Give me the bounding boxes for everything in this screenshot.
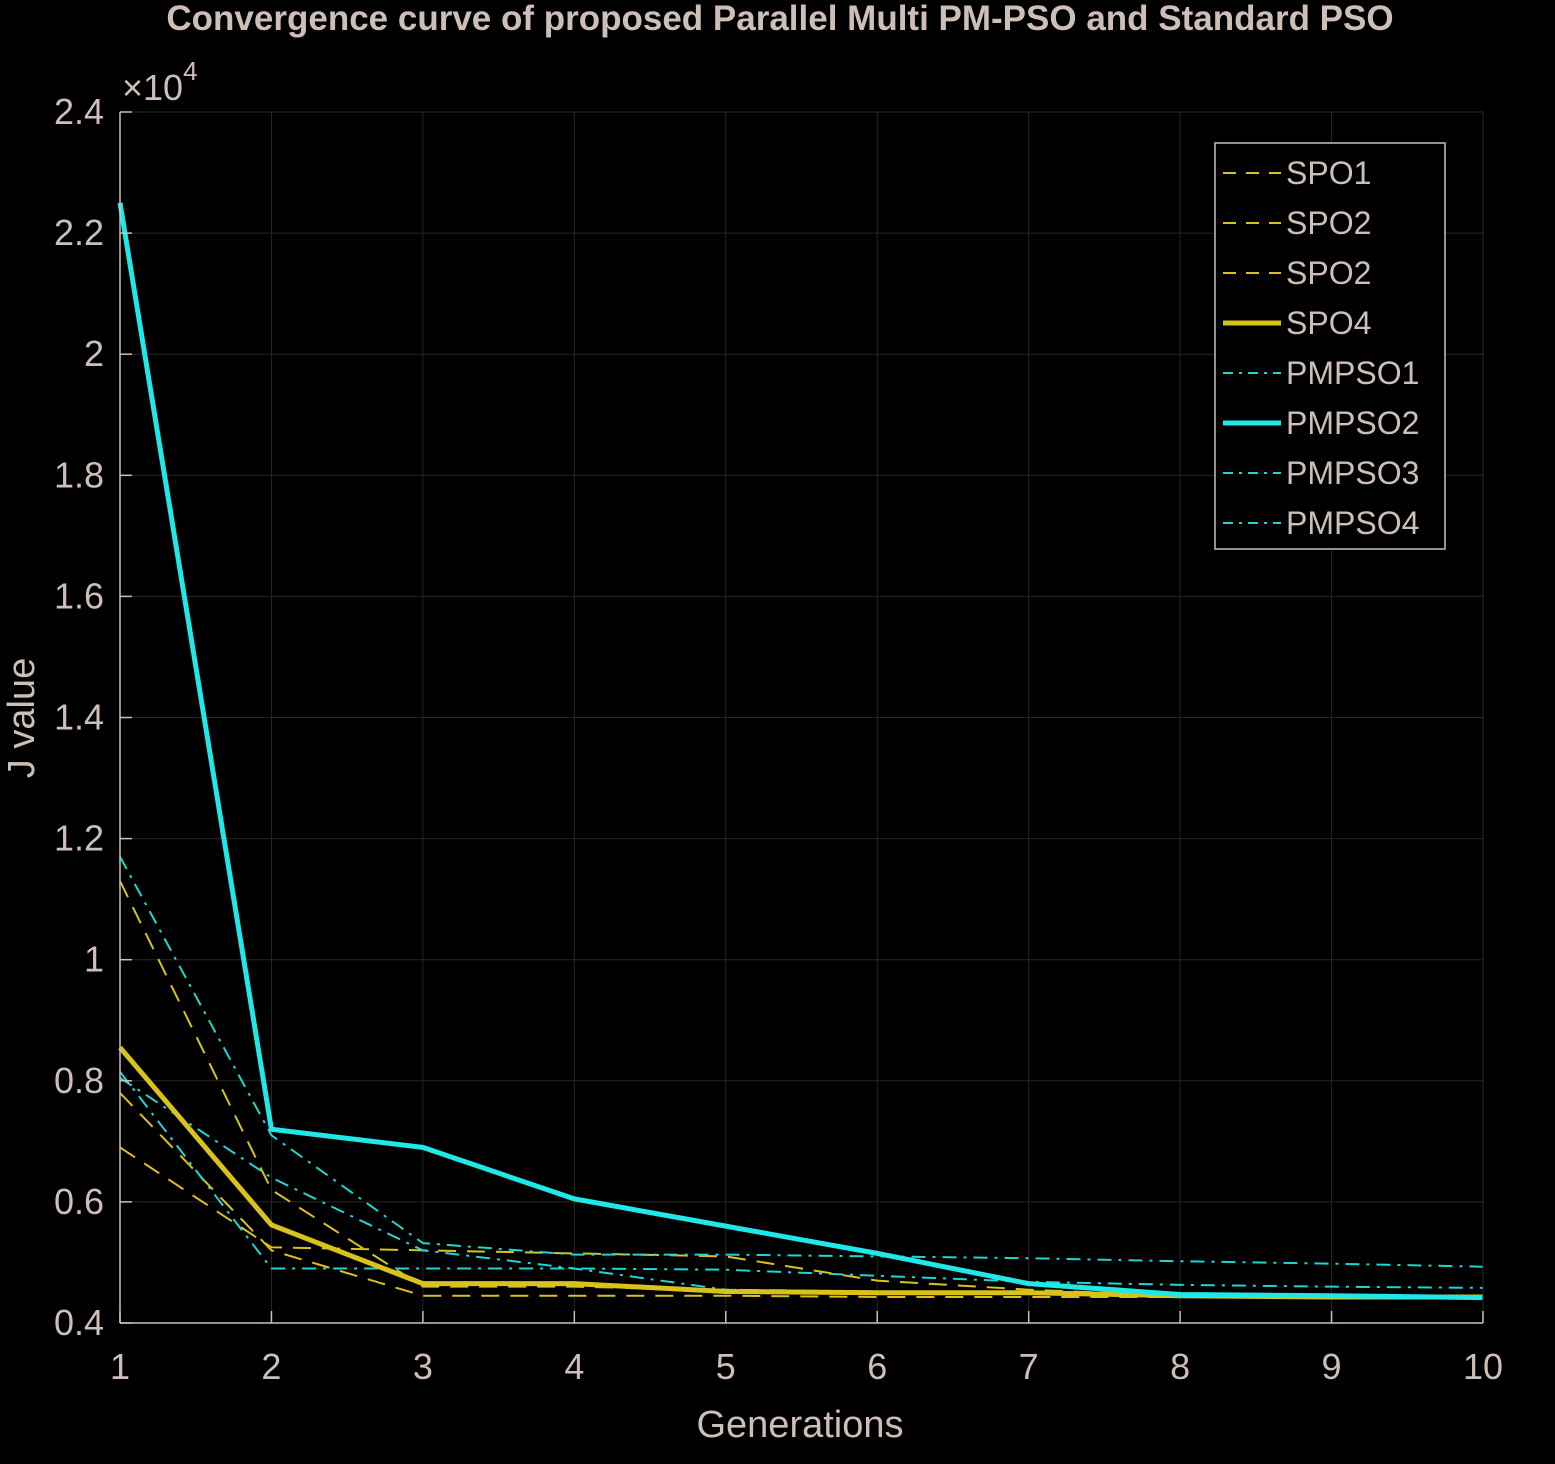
legend-label: SPO1 (1286, 155, 1371, 191)
x-tick-label: 8 (1170, 1346, 1190, 1387)
y-tick-label: 1.6 (54, 575, 104, 616)
y-ticks: 0.4 0.6 0.8 1 1.2 1.4 1.6 1.8 2 2.2 2.4 (54, 91, 132, 1343)
x-axis-label: Generations (696, 1404, 903, 1446)
x-tick-label: 2 (261, 1346, 281, 1387)
x-ticks: 1 2 3 4 5 6 7 8 9 10 (110, 1311, 1503, 1387)
y-tick-label: 1.4 (54, 697, 104, 738)
x-tick-label: 1 (110, 1346, 130, 1387)
y-tick-label: 1.2 (54, 818, 104, 859)
x-tick-label: 5 (716, 1346, 736, 1387)
y-tick-label: 2.4 (54, 91, 104, 132)
legend-label: SPO2 (1286, 205, 1371, 241)
x-tick-label: 10 (1463, 1346, 1503, 1387)
legend-label: PMPSO2 (1286, 405, 1419, 441)
y-tick-label: 2.2 (54, 212, 104, 253)
y-exponent-base: ×10 (122, 67, 183, 108)
y-tick-label: 0.4 (54, 1302, 104, 1343)
series-line-pmpso1 (119, 1071, 1484, 1289)
y-axis-label: J value (1, 658, 43, 778)
legend-box (1214, 142, 1446, 550)
legend-label: PMPSO3 (1286, 455, 1419, 491)
legend: SPO1 SPO2 SPO2 SPO4 PMPSO1 PMPSO2 PMPSO3 PMPSO4 (1214, 142, 1446, 550)
series-layer (117, 202, 1484, 1301)
y-tick-label: 0.6 (54, 1181, 104, 1222)
y-exponent-label: ×104 (122, 56, 198, 108)
x-tick-label: 9 (1322, 1346, 1342, 1387)
y-tick-label: 1.8 (54, 454, 104, 495)
y-exponent-power: 4 (183, 56, 197, 86)
y-tick-label: 1 (84, 939, 104, 980)
series-line-spo2 (119, 1092, 1483, 1298)
legend-label: PMPSO4 (1286, 505, 1419, 541)
y-tick-label: 2 (84, 333, 104, 374)
y-tick-label: 0.8 (54, 1060, 104, 1101)
series-line-pmpso2 (117, 202, 1484, 1301)
legend-label: SPO4 (1286, 305, 1371, 341)
x-tick-label: 4 (564, 1346, 584, 1387)
series-line-pmpso3 (119, 856, 1484, 1268)
legend-label: PMPSO1 (1286, 355, 1419, 391)
x-tick-label: 3 (413, 1346, 433, 1387)
x-tick-label: 7 (1019, 1346, 1039, 1387)
legend-label: SPO2 (1286, 255, 1371, 291)
chart-title: Convergence curve of proposed Parallel M… (166, 0, 1393, 38)
x-tick-label: 6 (867, 1346, 887, 1387)
